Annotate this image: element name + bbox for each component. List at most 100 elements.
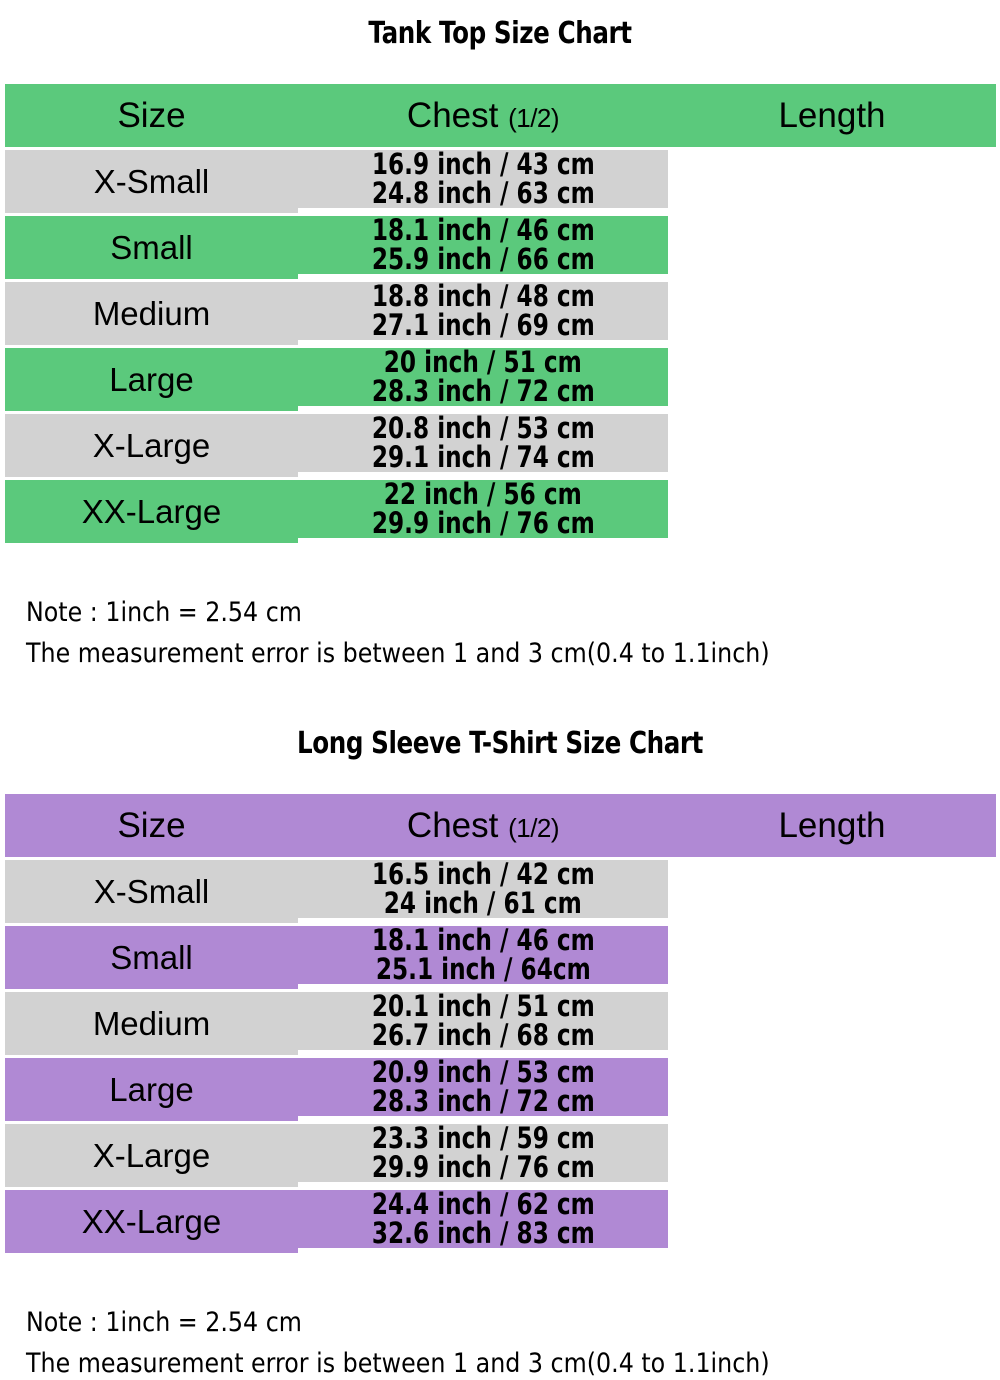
cell-length: 28.3 inch / 72 cm [298,377,668,406]
cell-size: Medium [5,282,298,345]
tank-top-note-line-1: Note : 1inch = 2.54 cm [26,597,302,628]
cell-chest: 22 inch / 56 cm [298,480,668,509]
cell-chest-text: 20.8 inch / 53 cm [371,411,595,445]
tank-top-chart-title: Tank Top Size Chart [368,16,632,51]
long-sleeve-chart-title: Long Sleeve T-Shirt Size Chart [296,726,704,762]
cell-chest: 18.1 inch / 46 cm [298,216,668,245]
cell-size: X-Large [5,414,298,477]
section-gap [0,674,1000,726]
table-row: X-Small 16.9 inch / 43 cm 24.8 inch / 63… [5,150,996,213]
table-row: Large 20 inch / 51 cm 28.3 inch / 72 cm [5,348,996,411]
long-sleeve-header-length: Length [668,794,996,858]
cell-chest-text: 16.9 inch / 43 cm [371,147,595,181]
cell-chest-text: 22 inch / 56 cm [383,477,583,511]
cell-size: X-Small [5,150,298,213]
cell-length-text: 27.1 inch / 69 cm [371,308,595,342]
cell-length: 27.1 inch / 69 cm [298,311,668,340]
tank-top-header-chest-label: Chest [406,96,499,135]
cell-chest-text: 18.1 inch / 46 cm [371,923,595,958]
cell-chest: 23.3 inch / 59 cm [298,1121,668,1156]
cell-chest: 20.1 inch / 51 cm [298,989,668,1024]
long-sleeve-header-row: Size Chest (1/2) Length [5,794,996,858]
cell-length-text: 28.3 inch / 72 cm [371,374,595,408]
cell-length: 24.8 inch / 63 cm [298,179,668,208]
cell-length-text: 29.9 inch / 76 cm [371,1150,595,1185]
cell-size: X-Small [5,860,298,924]
cell-chest: 16.9 inch / 43 cm [298,150,668,179]
cell-chest-text: 23.3 inch / 59 cm [371,1121,595,1156]
cell-length: 25.1 inch / 64cm [298,952,668,987]
cell-length-text: 32.6 inch / 83 cm [371,1216,595,1251]
tank-top-note-line-2: The measurement error is between 1 and 3… [26,638,770,670]
cell-size: X-Large [5,1124,298,1188]
cell-chest-text: 24.4 inch / 62 cm [371,1187,595,1222]
tank-top-header-length: Length [668,84,996,147]
cell-length: 29.9 inch / 76 cm [298,1150,668,1185]
cell-length-text: 29.9 inch / 76 cm [371,506,595,540]
title-table-gap-tank [0,51,1000,81]
top-spacer [0,0,1000,16]
cell-length-text: 28.3 inch / 72 cm [371,1084,595,1119]
cell-size: Medium [5,992,298,1056]
table-row: Small 18.1 inch / 46 cm 25.9 inch / 66 c… [5,216,996,279]
long-sleeve-header-size: Size [5,794,298,858]
long-sleeve-note-line-1: Note : 1inch = 2.54 cm [26,1307,302,1339]
cell-chest: 20.8 inch / 53 cm [298,414,668,443]
cell-size: XX-Large [5,480,298,543]
cell-chest-text: 20 inch / 51 cm [383,345,583,379]
cell-length-text: 24 inch / 61 cm [383,886,583,921]
cell-length-text: 29.1 inch / 74 cm [371,440,595,474]
cell-size: Small [5,216,298,279]
cell-length: 25.9 inch / 66 cm [298,245,668,274]
cell-size: Large [5,348,298,411]
long-sleeve-note-line-2: The measurement error is between 1 and 3… [26,1348,770,1380]
cell-size: XX-Large [5,1190,298,1254]
table-row: X-Large 20.8 inch / 53 cm 29.1 inch / 74… [5,414,996,477]
cell-chest: 24.4 inch / 62 cm [298,1187,668,1222]
cell-chest: 20.9 inch / 53 cm [298,1055,668,1090]
cell-length-text: 25.9 inch / 66 cm [371,242,595,276]
table-row: Medium 18.8 inch / 48 cm 27.1 inch / 69 … [5,282,996,345]
long-sleeve-size-table: Size Chest (1/2) Length X-Small 16.5 inc… [5,791,996,1256]
cell-length: 28.3 inch / 72 cm [298,1084,668,1119]
cell-chest-text: 20.1 inch / 51 cm [371,989,595,1024]
tank-top-header-row: Size Chest (1/2) Length [5,84,996,147]
cell-length-text: 24.8 inch / 63 cm [371,176,595,210]
cell-length: 26.7 inch / 68 cm [298,1018,668,1053]
table-row: X-Small 16.5 inch / 42 cm 24 inch / 61 c… [5,857,996,924]
table-row: Medium 20.1 inch / 51 cm 26.7 inch / 68 … [5,989,996,1056]
tank-top-note: Note : 1inch = 2.54 cm The measurement e… [0,592,1000,674]
cell-length: 29.1 inch / 74 cm [298,443,668,472]
tank-table-note-gap [0,546,1000,592]
tank-top-size-table: Size Chest (1/2) Length X-Small 16.9 inc… [5,81,996,546]
cell-chest: 20 inch / 51 cm [298,348,668,377]
tank-top-header-size: Size [5,84,298,147]
cell-size: Small [5,926,298,990]
cell-chest-text: 16.5 inch / 42 cm [371,857,595,892]
cell-length: 24 inch / 61 cm [298,886,668,921]
long-sleeve-header-chest-label: Chest [406,806,499,846]
table-row: XX-Large 22 inch / 56 cm 29.9 inch / 76 … [5,480,996,543]
cell-chest-text: 18.8 inch / 48 cm [371,279,595,313]
table-row: XX-Large 24.4 inch / 62 cm 32.6 inch / 8… [5,1187,996,1254]
long-sleeve-header-chest-sub: (1/2) [508,813,560,844]
cell-size: Large [5,1058,298,1122]
cell-length: 29.9 inch / 76 cm [298,509,668,538]
cell-chest: 16.5 inch / 42 cm [298,857,668,892]
cell-chest: 18.1 inch / 46 cm [298,923,668,958]
cell-chest-text: 20.9 inch / 53 cm [371,1055,595,1090]
table-row: X-Large 23.3 inch / 59 cm 29.9 inch / 76… [5,1121,996,1188]
cell-chest: 18.8 inch / 48 cm [298,282,668,311]
title-table-gap-longsleeve [0,761,1000,791]
longsleeve-table-note-gap [0,1256,1000,1302]
cell-length-text: 26.7 inch / 68 cm [371,1018,595,1053]
cell-length-text: 25.1 inch / 64cm [375,952,591,987]
table-row: Small 18.1 inch / 46 cm 25.1 inch / 64cm [5,923,996,990]
table-row: Large 20.9 inch / 53 cm 28.3 inch / 72 c… [5,1055,996,1122]
long-sleeve-note: Note : 1inch = 2.54 cm The measurement e… [0,1302,1000,1380]
tank-top-header-chest-sub: (1/2) [508,103,560,133]
cell-length: 32.6 inch / 83 cm [298,1216,668,1251]
long-sleeve-header-chest: Chest (1/2) [298,794,668,858]
tank-top-header-chest: Chest (1/2) [298,84,668,147]
